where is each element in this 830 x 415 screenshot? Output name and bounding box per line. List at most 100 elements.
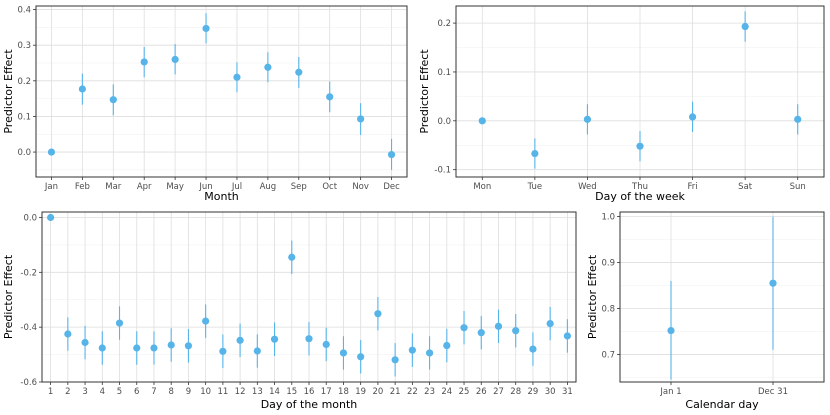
y-tick-label: 0.3 [17,41,31,51]
data-point [270,335,279,343]
x-tick-label: Oct [322,182,337,192]
data-point [531,149,539,158]
panel-day-of-month: -0.6-0.4-0.20.01 2 3 4 5 6 7 8 9 10 11 12 13 14 15 16 17… [2,211,577,411]
x-tick-label: 24 [441,387,452,397]
x-tick-label: 8 [168,387,173,397]
x-tick-label: 26 [476,387,487,397]
panel-weekday: -0.1 0.0 0.1 0.2 Mon Tue Wed Thu Fri Sat Sun Day of… [418,5,825,203]
data-point [47,148,56,156]
data-point [47,213,55,222]
x-tick-label: 6 [134,387,139,397]
data-point [339,349,348,357]
x-tick-label: 21 [390,387,401,397]
data-point [391,356,399,364]
y-axis-title: Predictor Effect [2,49,15,134]
x-tick-label: 31 [562,387,573,397]
data-point [408,346,416,354]
x-tick-label: Dec [383,182,400,192]
x-tick-label: 30 [545,387,556,397]
y-tick-label: 0.7 [601,350,615,360]
x-tick-label: May [166,182,184,192]
x-tick-label: 3 [82,387,87,397]
data-point [387,150,396,159]
x-tick-label: Jan [44,182,58,192]
data-point [636,142,644,150]
x-tick-label: 27 [493,387,504,397]
x-tick-label: 23 [424,387,435,397]
data-point [81,338,89,347]
x-tick-label: 25 [459,387,470,397]
x-tick-label: 22 [407,387,418,397]
data-point [288,253,296,261]
data-point [769,279,777,287]
data-point [115,319,124,327]
data-point [184,342,193,350]
data-point [583,115,592,123]
data-point [443,341,451,350]
y-tick-label: -0.2 [20,268,37,278]
data-point [794,115,802,123]
x-tick-label: 20 [372,387,383,397]
x-tick-label: 18 [338,387,349,397]
data-point [546,319,554,328]
y-tick-label: -0.6 [20,378,37,388]
x-tick-label: 28 [510,387,521,397]
data-point [171,55,179,64]
data-point [512,327,520,335]
x-tick-label: Sat [738,182,753,192]
y-tick-label: 0.0 [23,213,37,223]
x-tick-label: 7 [151,387,156,397]
data-point [741,22,749,31]
x-tick-label: 11 [217,387,228,397]
y-axis-title: Predictor Effect [418,49,431,134]
data-point [305,335,313,343]
x-axis-title: Calendar day [685,398,759,411]
y-tick-label: 0.8 [601,304,615,314]
x-axis-title: Month [204,190,239,203]
x-tick-label: 14 [269,387,280,397]
x-tick-label: 9 [186,387,191,397]
x-tick-label: Sun [790,182,806,192]
data-point [233,73,241,81]
x-tick-label: 1 [48,387,53,397]
x-tick-label: Wed [578,182,597,192]
data-point [295,68,303,76]
y-tick-label: -0.1 [434,166,451,176]
y-tick-label: -0.4 [20,323,37,333]
x-tick-label: Jun [198,182,212,192]
data-point [78,85,86,93]
x-tick-label: 2 [65,387,70,397]
panel-month: 0.0 0.1 0.2 0.3 0.4 Jan Feb Mar Apr May Jun Jul Aug S… [2,5,408,203]
x-tick-label: 4 [100,387,105,397]
x-tick-label: 17 [321,387,332,397]
data-point [667,326,675,335]
data-point [460,324,468,332]
data-point [563,332,571,340]
x-tick-label: Sep [291,182,307,192]
x-tick-label: 29 [528,387,539,397]
y-tick-label: 0.9 [601,259,615,269]
data-point [219,347,227,355]
x-tick-label: Dec 31 [758,387,788,397]
data-point [322,340,330,349]
y-tick-label: 0.1 [17,112,31,122]
y-tick-label: 0.1 [437,68,451,78]
data-point [202,24,210,33]
y-tick-label: 0.2 [17,77,31,87]
x-tick-label: Thu [631,182,648,192]
data-point [236,336,244,344]
data-point [133,344,141,352]
y-tick-label: 0.0 [17,148,31,158]
x-tick-label: Tue [527,182,543,192]
data-point [529,345,537,353]
x-tick-label: Fri [688,182,698,192]
y-axis-title: Predictor Effect [586,254,599,339]
x-tick-label: 10 [200,387,211,397]
x-tick-label: 19 [355,387,366,397]
data-point [688,113,697,121]
data-point [357,353,365,361]
x-tick-label: Mon [473,182,491,192]
data-point [357,115,365,123]
data-point [326,93,334,101]
